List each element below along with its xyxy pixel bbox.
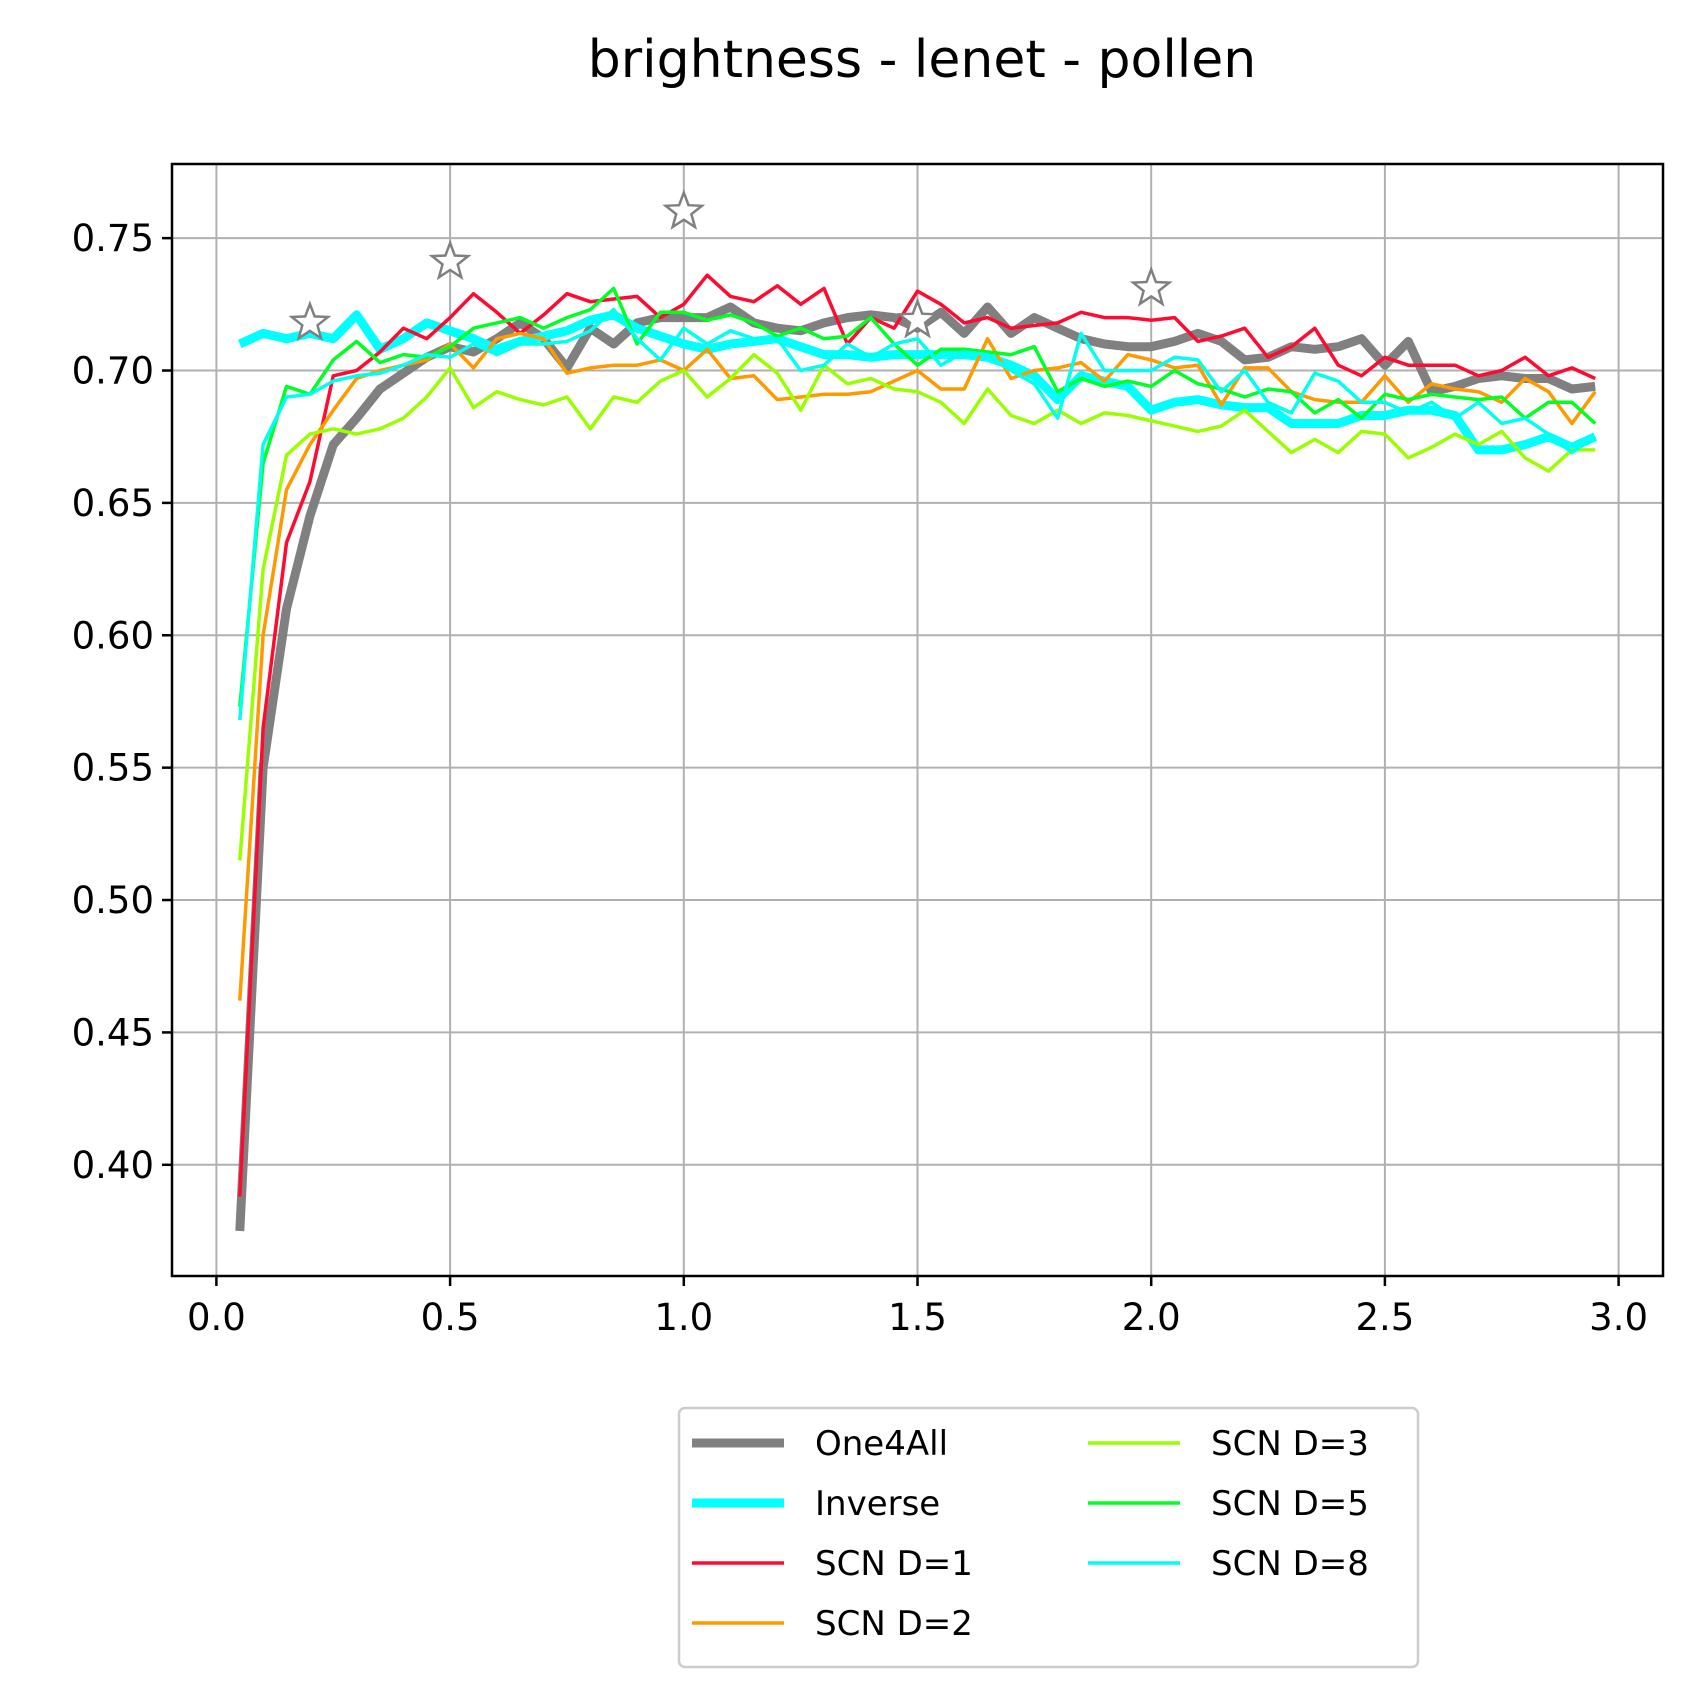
series-line-scn-d-3 (238, 352, 1596, 861)
y-tick-label: 0.40 (72, 1144, 154, 1187)
legend-label-scn-d-1: SCN D=1 (815, 1544, 973, 1584)
series-line-scn-d-5 (238, 286, 1597, 707)
y-tick-label: 0.65 (72, 482, 154, 525)
series-line-scn-d-1 (238, 273, 1596, 1197)
chart-title: brightness - lenet - pollen (588, 30, 1256, 90)
star-markers (288, 189, 1173, 342)
legend-box (677, 1406, 1420, 1669)
axis-ticks: 0.0 0.5 1.0 1.5 2.0 2.5 3.0 0.40 0.45 0.50 0.55 0.6… (72, 217, 1648, 1339)
legend-label-scn-d-2: SCN D=2 (815, 1604, 973, 1644)
y-tick-label: 0.60 (72, 614, 154, 657)
x-tick-label: 3.0 (1589, 1296, 1648, 1339)
plot-series (235, 273, 1598, 1232)
x-tick-label: 0.5 (421, 1296, 480, 1339)
x-tick-label: 2.0 (1122, 1296, 1181, 1339)
star-marker (1129, 265, 1173, 307)
star-marker (288, 300, 332, 342)
x-tick-label: 2.5 (1355, 1296, 1414, 1339)
star-marker (428, 239, 472, 281)
y-tick-label: 0.70 (72, 350, 154, 393)
x-tick-label: 0.0 (187, 1296, 246, 1339)
legend-label-scn-d-5: SCN D=5 (1211, 1484, 1369, 1524)
legend-label-one4all: One4All (815, 1424, 948, 1464)
x-tick-label: 1.5 (888, 1296, 947, 1339)
legend-label-inverse: Inverse (815, 1484, 940, 1524)
series-line-scn-d-2 (238, 331, 1597, 1001)
x-tick-label: 1.0 (654, 1296, 713, 1339)
legend-label-scn-d-8: SCN D=8 (1211, 1544, 1369, 1584)
legend: One4All Inverse SCN D=1 SCN D=2 SCN D=3 SCN D… (677, 1406, 1420, 1669)
star-marker (896, 297, 939, 339)
y-tick-label: 0.75 (72, 217, 154, 260)
legend-label-scn-d-3: SCN D=3 (1211, 1424, 1369, 1464)
y-tick-label: 0.50 (72, 879, 154, 922)
y-tick-label: 0.55 (72, 747, 154, 790)
y-tick-label: 0.45 (72, 1011, 154, 1054)
star-marker (662, 189, 706, 230)
series-line-scn-d-8 (238, 307, 1597, 721)
